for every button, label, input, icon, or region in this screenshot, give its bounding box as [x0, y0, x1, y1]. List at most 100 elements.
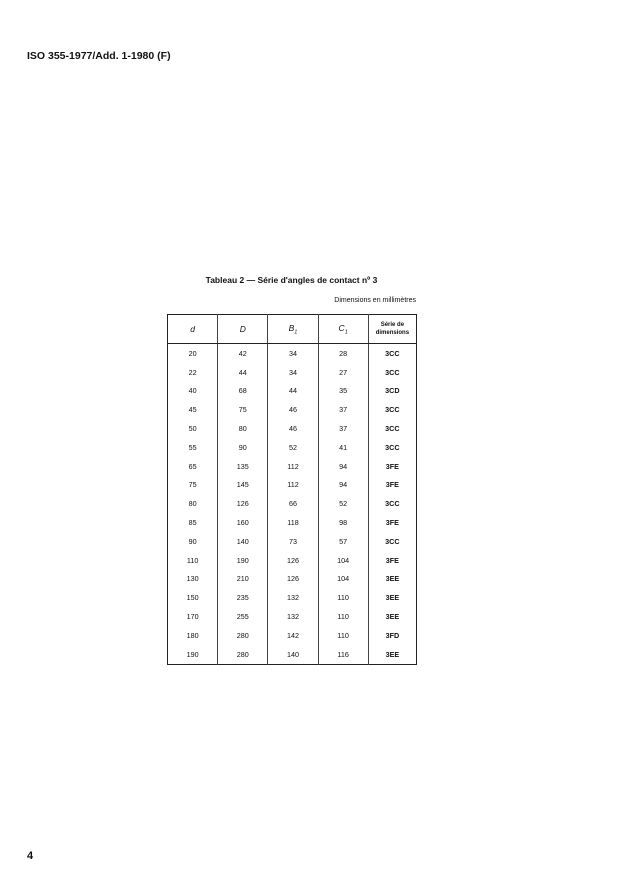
table-row: 170 255 132 110 3EE [168, 607, 417, 626]
table-row: 55 90 52 41 3CC [168, 437, 417, 457]
table-cell: 3FE [367, 475, 417, 495]
page-number: 4 [27, 850, 34, 862]
table-cell: 3EE [367, 588, 417, 608]
column-header: B1 [267, 314, 319, 344]
table-cell: 75 [188, 480, 197, 490]
table-cell: 40 [188, 386, 197, 396]
table-cell: 44 [217, 362, 268, 382]
table-cell: 210 [217, 569, 268, 589]
table-row: 65 135 112 94 3FE [168, 456, 417, 476]
table-cell: 3CD [367, 381, 417, 401]
table-cell: 140 [217, 531, 268, 551]
table-cell: 42 [217, 343, 268, 363]
table-cell: 180 [186, 630, 199, 640]
table-cell: 66 [267, 494, 319, 514]
table-cell: 52 [267, 437, 319, 457]
table-cell: 3CC [367, 419, 417, 438]
table-row: 22 44 34 27 3CC [168, 362, 417, 382]
table-cell: 94 [317, 456, 369, 476]
table-cell: 116 [317, 644, 369, 665]
table-cell: 3FE [367, 456, 417, 476]
table-cell: 280 [217, 625, 268, 645]
table-cell: 94 [317, 475, 369, 495]
table-cell: 190 [217, 550, 268, 570]
column-header: d [167, 314, 218, 344]
table-cell: 73 [267, 531, 319, 551]
table-cell: 150 [186, 593, 199, 603]
column-header-label: Série de dimensions [375, 322, 410, 336]
table-row: 110 190 126 104 3FE [168, 550, 417, 570]
table-cell: 35 [317, 381, 369, 401]
table-cell: 126 [217, 494, 268, 514]
table-cell: 80 [188, 499, 197, 509]
table-cell: 98 [317, 513, 369, 532]
table-cell: 3FE [367, 513, 417, 532]
dimensions-table: d D B1 C1 Série de dimensions 20 42 34 28 3CC 22 4… [167, 314, 417, 665]
table-cell: 20 [188, 348, 197, 358]
table-cell: 75 [217, 400, 268, 420]
table-cell: 280 [217, 644, 268, 665]
table-cell: 145 [217, 475, 268, 495]
table-cell: 3EE [367, 644, 417, 665]
table-row: 75 145 112 94 3FE [168, 475, 417, 495]
table-cell: 110 [317, 588, 369, 608]
table-cell: 46 [267, 419, 319, 438]
table-cell: 3FE [367, 550, 417, 570]
table-cell: 50 [188, 424, 197, 434]
table-cell: 41 [317, 437, 369, 457]
table-cell: 170 [186, 612, 199, 622]
column-header: Série de dimensions [367, 314, 417, 344]
table-cell: 140 [267, 644, 319, 665]
table-cell: 22 [188, 367, 197, 377]
table-cell: 52 [317, 494, 369, 514]
table-cell: 135 [217, 456, 268, 476]
table-row: 130 210 126 104 3EE [168, 569, 417, 589]
table-caption: Tableau 2 — Série d'angles de contact nº… [205, 275, 378, 285]
table-cell: 3CC [367, 531, 417, 551]
table-row: 20 42 34 28 3CC [168, 343, 417, 363]
table-cell: 126 [267, 550, 319, 570]
table-cell: 160 [217, 513, 268, 532]
table-row: 85 160 118 98 3FE [168, 513, 417, 532]
table-cell: 37 [317, 419, 369, 438]
table-cell: 132 [267, 588, 319, 608]
table-row: 50 80 46 37 3CC [168, 419, 417, 438]
table-cell: 90 [217, 437, 268, 457]
column-header-subscript: 1 [344, 329, 348, 336]
table-cell: 3CC [367, 494, 417, 514]
table-cell: 118 [267, 513, 319, 532]
table-row: 90 140 73 57 3CC [168, 531, 417, 551]
table-cell: 130 [186, 574, 199, 584]
table-cell: 45 [188, 405, 197, 415]
table-cell: 55 [188, 442, 197, 452]
table-row: 180 280 142 110 3FD [168, 625, 417, 645]
table-cell: 28 [317, 343, 369, 363]
table-cell: 235 [217, 588, 268, 608]
document-header: ISO 355-1977/Add. 1-1980 (F) [27, 50, 171, 62]
table-cell: 46 [267, 400, 319, 420]
table-cell: 104 [317, 569, 369, 589]
table-cell: 90 [188, 536, 197, 546]
column-header-label: d [190, 324, 195, 334]
table-cell: 110 [186, 555, 199, 565]
table-cell: 3CC [367, 362, 417, 382]
column-header: D [217, 314, 268, 344]
table-cell: 65 [188, 461, 197, 471]
table-cell: 104 [317, 550, 369, 570]
table-cell: 85 [188, 518, 197, 528]
table-cell: 132 [267, 607, 319, 626]
table-cell: 57 [317, 531, 369, 551]
table-row: 80 126 66 52 3CC [168, 494, 417, 514]
table-cell: 3CC [367, 343, 417, 363]
table-cell: 3EE [367, 569, 417, 589]
column-header-subscript: 1 [294, 329, 298, 336]
table-cell: 112 [267, 456, 319, 476]
table-header-row: d D B1 C1 Série de dimensions [167, 314, 417, 344]
column-header: C1 [317, 314, 369, 344]
table-cell: 80 [217, 419, 268, 438]
table-cell: 110 [317, 625, 369, 645]
table-cell: 3CC [367, 400, 417, 420]
table-cell: 68 [217, 381, 268, 401]
column-header-label: D [239, 324, 246, 334]
column-header-label: B [288, 322, 295, 333]
